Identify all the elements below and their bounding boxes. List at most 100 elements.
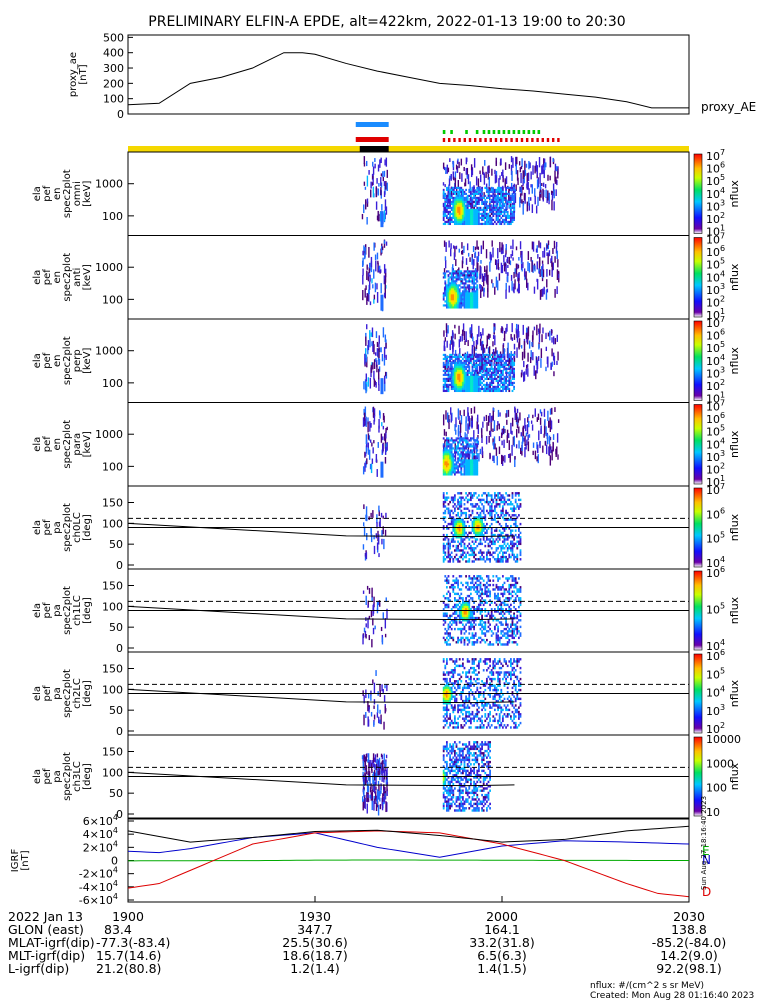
pixel (480, 341, 483, 351)
pixel (466, 379, 469, 383)
pixel (495, 520, 498, 524)
pixel (442, 210, 445, 214)
pixel (474, 623, 477, 626)
pixel (493, 204, 496, 208)
pixel (449, 214, 451, 218)
pixel (453, 439, 456, 442)
pixel (528, 434, 531, 438)
pixel (501, 575, 504, 578)
pixel (449, 292, 451, 295)
pixel (485, 216, 488, 220)
pixel (509, 625, 512, 629)
pixel (516, 288, 519, 292)
pixel (457, 274, 459, 277)
zone-tick-green (502, 130, 506, 134)
pixel (463, 208, 466, 212)
pixel (515, 184, 517, 191)
pixel (442, 443, 445, 446)
pixel (471, 553, 474, 557)
pixel (519, 522, 522, 526)
pixel (530, 256, 532, 262)
pixel (445, 387, 448, 391)
pixel (519, 542, 522, 546)
pixel (489, 334, 491, 338)
pixel (516, 332, 519, 343)
pixel (485, 531, 488, 535)
pixel (473, 625, 475, 629)
pixel (477, 389, 480, 393)
pixel (465, 298, 467, 301)
pixel (460, 385, 463, 389)
pixel (472, 336, 474, 342)
pixel (468, 531, 471, 535)
pixel (468, 415, 470, 422)
pixel (490, 190, 493, 194)
pixel (460, 555, 463, 559)
pixel (458, 549, 461, 552)
pixel (450, 173, 452, 181)
pixel (452, 527, 455, 530)
pixel (455, 544, 458, 548)
pixel (477, 212, 480, 216)
pixel (495, 597, 498, 600)
pixel (520, 447, 522, 455)
colorbar-tick-exp: 4 (720, 353, 725, 362)
pixel (505, 603, 507, 607)
pixel (453, 520, 456, 524)
pixel (457, 443, 459, 446)
pixel (500, 544, 503, 548)
pixel (476, 437, 479, 440)
pixel (484, 590, 487, 593)
pixel (465, 381, 467, 385)
pixel (479, 575, 482, 578)
pixel (461, 558, 464, 561)
pixel (465, 599, 467, 602)
pixel (452, 298, 455, 301)
pixel (460, 536, 463, 539)
pixel (519, 498, 522, 502)
pixel (450, 302, 453, 305)
pixel (501, 496, 504, 499)
pixel (471, 449, 474, 452)
pixel (490, 216, 493, 220)
pixel (481, 529, 483, 532)
pixel (479, 577, 482, 580)
pixel (442, 296, 445, 299)
pixel (508, 188, 511, 192)
pixel (503, 518, 506, 521)
pixel (384, 381, 386, 392)
pixel (511, 250, 514, 257)
pixel (380, 347, 382, 353)
pixel (469, 204, 472, 208)
pixel (474, 214, 477, 218)
pixel (450, 286, 453, 289)
pixel (474, 292, 477, 295)
pixel (460, 222, 463, 226)
pixel (489, 373, 491, 377)
pixel (500, 555, 503, 559)
pixel (449, 298, 451, 301)
pixel (460, 158, 463, 166)
pixel (466, 167, 469, 178)
pixel (473, 549, 475, 552)
pixel (513, 198, 515, 202)
pixel (460, 612, 463, 615)
pixel (471, 286, 474, 289)
pixel (553, 189, 555, 199)
pixel (477, 531, 480, 535)
pixel (474, 616, 477, 620)
pixel (477, 178, 480, 188)
pixel (450, 538, 453, 541)
pixel (450, 208, 453, 212)
pixel (510, 164, 513, 175)
pixel (466, 451, 469, 454)
pixel (487, 594, 490, 598)
pixel (449, 357, 451, 361)
pixel (461, 373, 464, 377)
pixel (473, 278, 475, 281)
pixel (471, 469, 474, 472)
pixel (500, 186, 503, 190)
pixel (506, 525, 509, 528)
pixel (471, 192, 474, 196)
pixel (460, 553, 463, 557)
